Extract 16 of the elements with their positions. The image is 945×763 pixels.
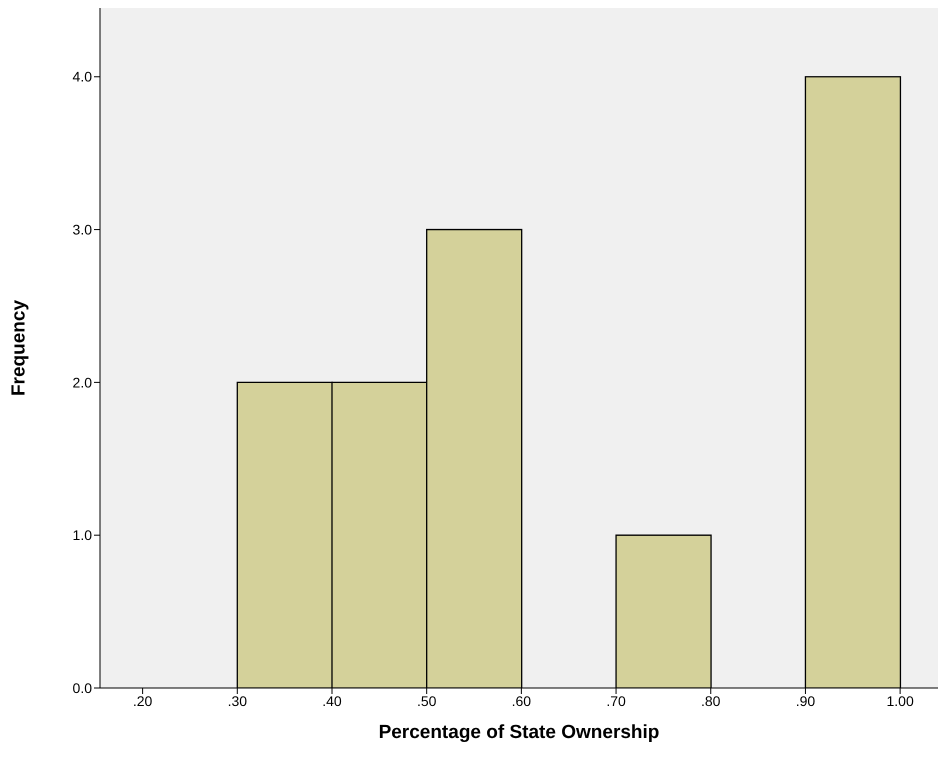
x-tick-label: .30 bbox=[228, 692, 248, 709]
y-tick-label: 3.0 bbox=[72, 222, 92, 238]
x-tick-label: .50 bbox=[416, 692, 437, 709]
y-tick-label: 0.0 bbox=[72, 680, 92, 696]
x-tick-label: .60 bbox=[512, 692, 532, 709]
x-tick-label: .80 bbox=[701, 692, 721, 709]
x-tick-label: 1.00 bbox=[886, 692, 914, 709]
x-tick-label: .70 bbox=[606, 692, 626, 709]
y-axis-title: Frequency bbox=[8, 300, 30, 396]
x-tick-label: .40 bbox=[322, 692, 342, 709]
x-axis-title: Percentage of State Ownership bbox=[378, 722, 660, 743]
y-tick-label: 1.0 bbox=[72, 527, 92, 544]
x-tick-label: .90 bbox=[796, 692, 816, 709]
y-tick-label: 2.0 bbox=[72, 374, 92, 390]
y-tick-label: 4.0 bbox=[72, 68, 92, 85]
x-tick-label: .20 bbox=[132, 692, 153, 709]
